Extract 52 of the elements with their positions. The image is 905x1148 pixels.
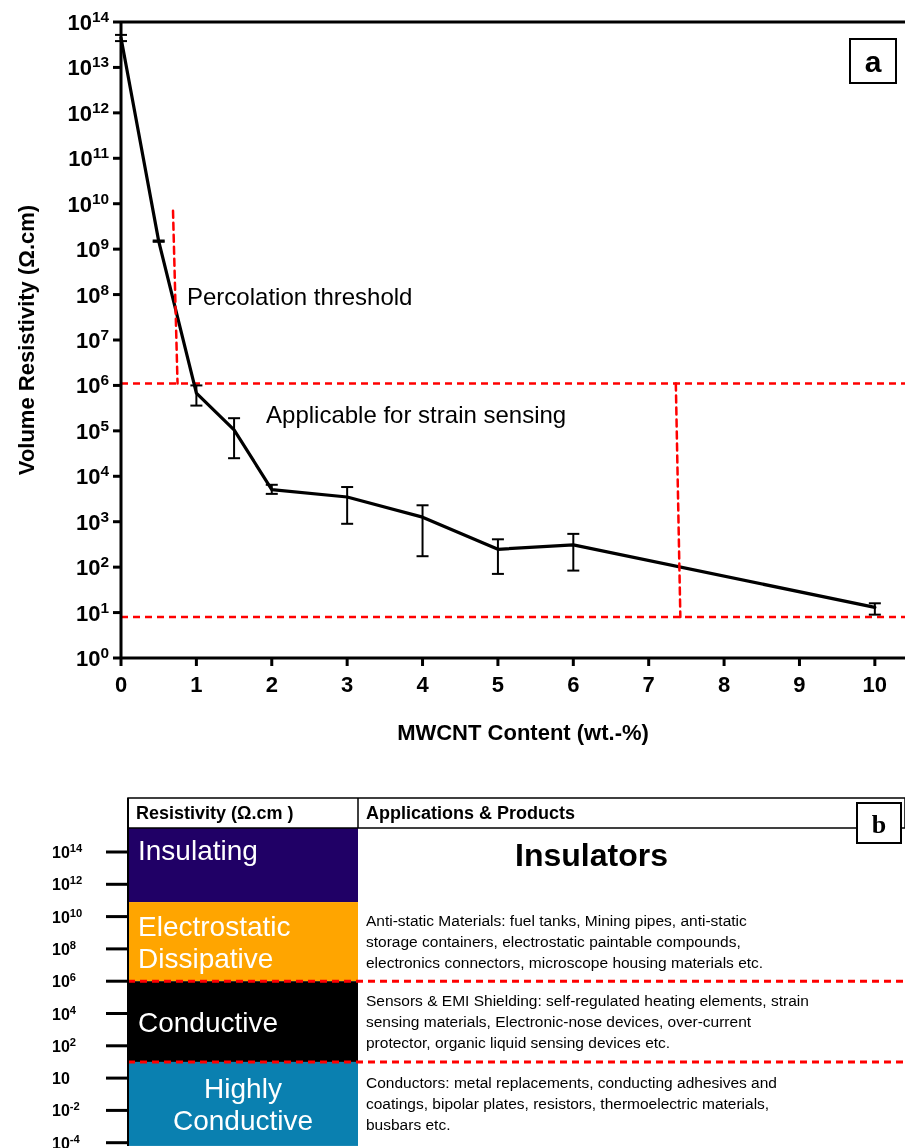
y-tick-label: 10$^{0}$ [75, 643, 109, 671]
x-tick-label: 2 [265, 672, 278, 697]
y-tick-label: 10$^{14}$ [67, 7, 110, 35]
y-tick-label: 10$^{5}$ [75, 416, 110, 444]
text: Resistivity (Ω.cm ) [136, 803, 294, 823]
y-tick-label: 10$^{1}$ [75, 598, 110, 626]
text: 10$^{6}$ [52, 971, 77, 991]
x-tick-label: 6 [567, 672, 580, 697]
text: 10$^{12}$ [52, 874, 83, 894]
y-axis-title: Volume Resistivity (Ω.cm) [14, 204, 39, 476]
y-tick-label: 10$^{7}$ [75, 325, 109, 353]
text: Conductors: metal replacements, conducting adhesives and coatings, bipolar plates, resistors, thermoelectric materials, busbars etc. [366, 1073, 777, 1133]
y-tick-label: 10$^{2}$ [75, 552, 109, 581]
x-tick-label: 9 [793, 672, 806, 697]
text: Highly Conductive [172, 1072, 314, 1136]
y-tick-label: 10$^{11}$ [68, 143, 110, 172]
annotation: a [864, 45, 882, 78]
x-tick-label: 1 [190, 672, 203, 697]
y-tick-label: 10$^{12}$ [67, 98, 109, 126]
text: 10$^{4}$ [52, 1003, 77, 1023]
x-tick-label: 5 [491, 672, 505, 697]
text: 10$^{10}$ [52, 906, 83, 926]
text: b [871, 810, 887, 839]
x-tick-label: 10 [862, 672, 888, 697]
text: Insulating [138, 835, 258, 866]
y-tick-label: 10$^{8}$ [75, 280, 110, 308]
x-axis-title: MWCNT Content (wt.-%) [397, 720, 649, 745]
text: Conductive [138, 1006, 279, 1038]
text: 10$^{-4}$ [52, 1132, 81, 1148]
text: Insulators [515, 837, 668, 873]
y-tick-label: 10$^{9}$ [75, 234, 109, 263]
y-tick-label: 10$^{10}$ [67, 189, 109, 217]
y-tick-label: 10$^{3}$ [75, 507, 109, 535]
y-tick-label: 10$^{4}$ [75, 461, 110, 490]
text: 10$^{2}$ [52, 1035, 77, 1055]
text: Electrostatic Dissipative [138, 910, 291, 974]
text: 10$^{14}$ [52, 842, 84, 861]
annotation: Percolation threshold [187, 283, 413, 311]
annotation: Applicable for strain sensing [266, 400, 567, 428]
text: 10 [52, 1070, 70, 1088]
x-tick-label: 7 [642, 672, 655, 697]
x-tick-label: 3 [341, 672, 354, 697]
text: 10$^{8}$ [52, 938, 77, 958]
x-tick-label: 8 [717, 672, 731, 697]
x-tick-label: 0 [114, 672, 128, 697]
x-tick-label: 4 [416, 672, 430, 697]
text: Anti-static Materials: fuel tanks, Mining pipes, anti-static storage containers, electrostatic paintable compounds, electronics connectors, microscope housing materials etc. [366, 911, 764, 971]
y-tick-label: 10$^{13}$ [67, 52, 109, 81]
text: Applications & Products [366, 803, 576, 823]
y-tick-label: 10$^{6}$ [75, 370, 109, 399]
text: Sensors & EMI Shielding: self-regulated heating elements, strain sensing materials, Electronic-nose devices, over-current protector, organic liquid sensing devices etc. [366, 991, 809, 1051]
text: 10$^{-2}$ [52, 1100, 80, 1120]
